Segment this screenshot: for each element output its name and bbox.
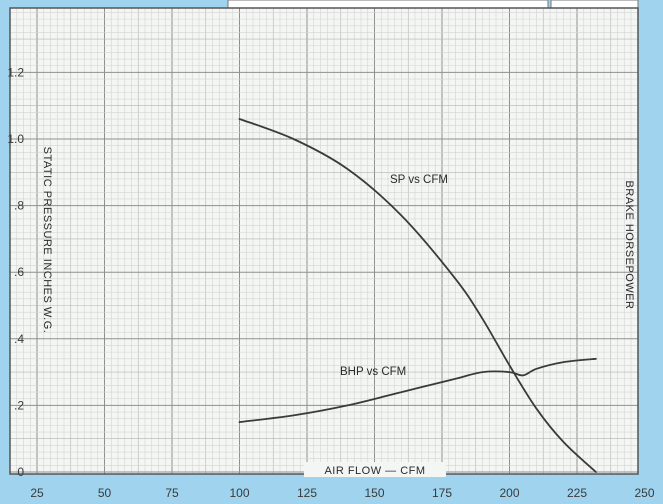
x-axis-title: AIR FLOW — CFM [324,465,425,477]
x-tick-label: 100 [229,486,249,500]
x-tick-label: 50 [98,486,112,500]
y-tick-label: .6 [14,265,24,279]
bhp-curve-label: BHP vs CFM [340,366,406,378]
x-tick-label: 25 [30,486,44,500]
y2-axis-title: BRAKE HORSEPOWER [623,180,635,309]
x-tick-label: 175 [432,486,452,500]
series-layer [238,118,597,473]
sp-vs-cfm-line [238,118,597,473]
bhp-vs-cfm-line [238,357,597,423]
y-tick-label: 0 [17,465,24,479]
x-tick-label: 200 [499,486,519,500]
x-tick-label: 250 [634,486,654,500]
x-tick-label: 125 [297,486,317,500]
x-tick-label: 225 [567,486,587,500]
x-tick-label: 75 [165,486,179,500]
header-box-right [550,0,639,9]
y-tick-label: .8 [14,199,24,213]
header-box-left [227,0,549,9]
y-tick-label: .4 [14,332,24,346]
grid [9,8,639,474]
y-axis-title: STATIC PRESSURE INCHES W.G. [41,147,53,334]
y-tick-label: 1.0 [7,132,24,146]
y-tick-label: .2 [14,398,24,412]
sp-curve-label: SP vs CFM [390,174,448,186]
y-tick-label: 1.2 [7,65,24,79]
x-axis-title-backdrop [304,462,446,477]
tick-labels: 25 50 75 100 125 150 175 200 225 250 0 .2 .4 .6 .8 1.0 1… [7,65,655,500]
x-tick-label: 150 [364,486,384,500]
